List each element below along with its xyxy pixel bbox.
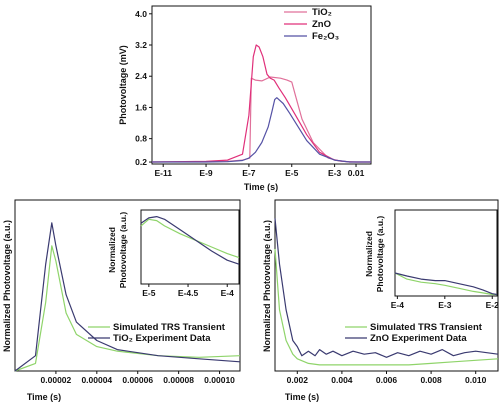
bottom-right-series-1-line bbox=[274, 218, 499, 358]
top-x-tick-label: E-9 bbox=[199, 168, 213, 178]
bottom-right-x-tick-label: 0.010 bbox=[465, 375, 487, 385]
top-series-2-line bbox=[152, 97, 371, 163]
bottom-left-inset-frame bbox=[140, 209, 240, 285]
top-x-tick-label: E-3 bbox=[328, 168, 342, 178]
bottom-left-inset-y-label-line2: Photovoltage (a.u.) bbox=[118, 212, 128, 289]
top-x-axis-label: Time (s) bbox=[244, 182, 278, 192]
top-legend: TiO₂ ZnO Fe₂O₃ bbox=[284, 7, 339, 42]
bottom-right-x-axis-label: Time (s) bbox=[285, 392, 319, 402]
bottom-right-series-0-line bbox=[274, 248, 499, 366]
bottom-left-legend: Simulated TRS Transient TiO₂ Experiment … bbox=[88, 322, 226, 344]
bottom-left-x-tick-label: 0.00002 bbox=[41, 375, 72, 385]
bottom-left-inset-series-0-line bbox=[140, 218, 240, 259]
legend-label-simulated-2: Simulated TRS Transient bbox=[370, 322, 483, 333]
bottom-right-inset-series-1-line bbox=[394, 272, 498, 296]
bottom-right-legend: Simulated TRS Transient ZnO Experiment D… bbox=[345, 322, 483, 344]
bottom-right-x-tick-label: 0.004 bbox=[331, 375, 353, 385]
bottom-right-inset-y-label-line2: Photovoltage (a.u.) bbox=[375, 216, 385, 293]
top-series-0-line bbox=[151, 76, 371, 163]
bottom-left-inset-x-tick-label: E-4.5 bbox=[178, 288, 199, 298]
top-y-tick-label: 4.0 bbox=[135, 9, 147, 19]
bottom-right-inset-x-tick-label: E-2 bbox=[486, 300, 500, 310]
top-y-axis-label: Photovoltage (mV) bbox=[118, 45, 128, 125]
bottom-right-inset-x-tick-label: E-3 bbox=[438, 300, 452, 310]
bottom-left-x-axis-label: Time (s) bbox=[27, 392, 61, 402]
legend-label-tio2-data: TiO₂ Experiment Data bbox=[113, 333, 211, 344]
top-y-tick-label: 2.4 bbox=[135, 71, 147, 81]
bottom-left-inset-y-label-line1: Normalized bbox=[107, 227, 117, 273]
top-x-tick-label: 0.01 bbox=[348, 168, 365, 178]
legend-label-simulated: Simulated TRS Transient bbox=[113, 322, 226, 333]
bottom-left-y-axis-label: Normalized Photovoltage (a.u.) bbox=[2, 220, 12, 352]
bottom-right-inset-frame bbox=[394, 209, 498, 297]
top-x-tick-label: E-7 bbox=[242, 168, 256, 178]
bottom-left-inset: E-5 E-4.5 E-4 Normalized Photovoltage (a.u… bbox=[107, 209, 240, 298]
bottom-left-chart: 0.00002 0.00004 0.00006 0.00008 0.00010 Norm… bbox=[2, 199, 241, 402]
legend-label-zno-data: ZnO Experiment Data bbox=[370, 333, 467, 344]
bottom-left-x-tick-label: 0.00004 bbox=[81, 375, 112, 385]
bottom-right-chart: 0.002 0.004 0.006 0.008 0.010 Normalized Pho… bbox=[262, 199, 500, 402]
top-chart: E-11 E-9 E-7 E-5 E-3 0.01 0.20.81.62.43.24.0 … bbox=[118, 5, 372, 192]
bottom-right-inset: E-4 E-3 E-2 Normalized Photovoltage (a.u.) bbox=[364, 209, 500, 310]
bottom-left-plot-frame bbox=[14, 199, 241, 372]
bottom-left-x-tick-label: 0.00010 bbox=[204, 375, 235, 385]
top-y-tick-label: 1.6 bbox=[135, 102, 147, 112]
bottom-left-inset-x-tick-label: E-4 bbox=[221, 288, 235, 298]
top-y-tick-label: 0.8 bbox=[135, 134, 147, 144]
bottom-right-x-tick-label: 0.002 bbox=[287, 375, 309, 385]
top-x-tick-label: E-5 bbox=[285, 168, 299, 178]
top-y-tick-label: 0.2 bbox=[135, 157, 147, 167]
bottom-left-inset-x-tick-label: E-5 bbox=[142, 288, 156, 298]
bottom-right-y-axis-label: Normalized Photovoltage (a.u.) bbox=[262, 220, 272, 352]
top-series-1-line bbox=[151, 44, 371, 163]
bottom-left-inset-series-1-line bbox=[140, 216, 240, 265]
legend-label-zno: ZnO bbox=[312, 19, 331, 30]
legend-label-tio2: TiO₂ bbox=[312, 7, 332, 18]
legend-label-fe2o3: Fe₂O₃ bbox=[312, 31, 339, 42]
bottom-left-x-tick-label: 0.00008 bbox=[163, 375, 194, 385]
bottom-right-inset-y-label-line1: Normalized bbox=[364, 231, 374, 277]
bottom-right-x-tick-label: 0.008 bbox=[420, 375, 442, 385]
bottom-left-x-tick-label: 0.00006 bbox=[122, 375, 153, 385]
top-plot-frame bbox=[151, 5, 372, 165]
bottom-right-inset-x-tick-label: E-4 bbox=[391, 300, 405, 310]
top-x-tick-label: E-11 bbox=[154, 168, 172, 178]
bottom-right-inset-series-0-line bbox=[394, 272, 497, 296]
bottom-left-series-1-line bbox=[14, 222, 241, 372]
top-y-tick-label: 3.2 bbox=[135, 40, 147, 50]
bottom-right-x-tick-label: 0.006 bbox=[376, 375, 398, 385]
